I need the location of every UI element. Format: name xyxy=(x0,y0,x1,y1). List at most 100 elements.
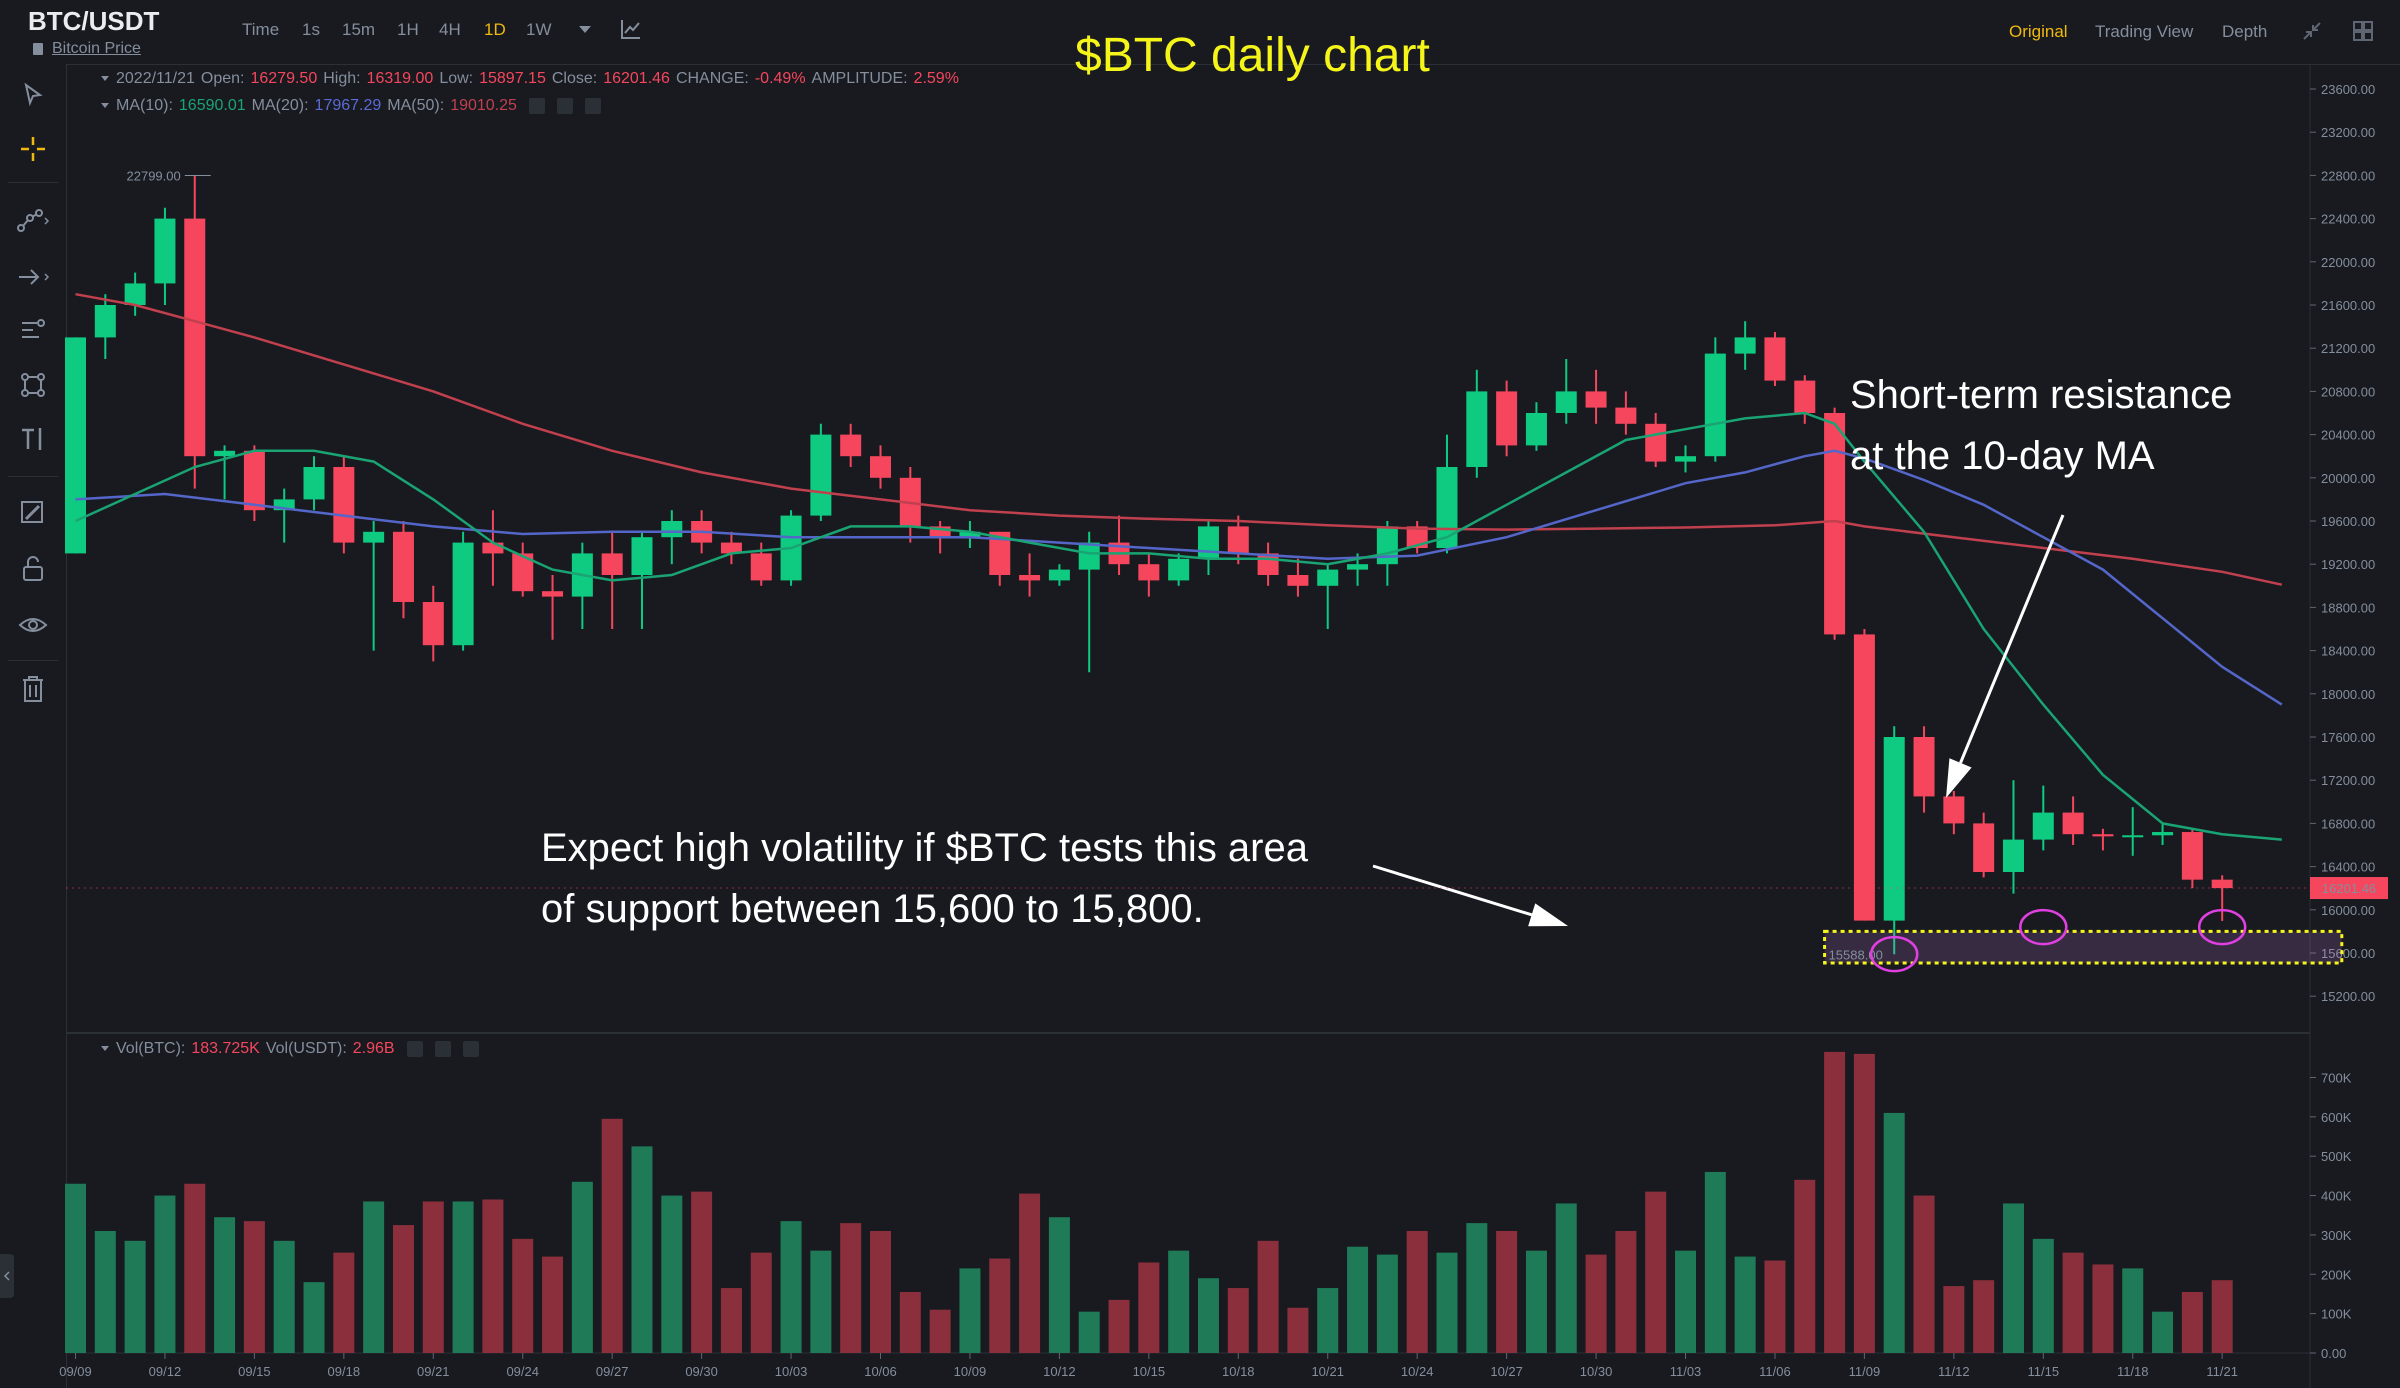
settings-icon[interactable] xyxy=(556,98,573,114)
vol-btc-value: 183.725K xyxy=(191,1040,260,1057)
support-arrow xyxy=(1372,864,1568,927)
layout-grid-icon[interactable] xyxy=(2352,20,2374,42)
price-tick-label: 18400.00 xyxy=(2321,644,2375,659)
indicator-chart-icon[interactable] xyxy=(620,18,642,40)
volume-bar xyxy=(1585,1254,1607,1353)
time-tick-label: 09/09 xyxy=(59,1364,92,1379)
tab-trading-view[interactable]: Trading View xyxy=(2095,22,2194,41)
candle xyxy=(840,423,862,467)
text-tool[interactable] xyxy=(14,420,52,458)
candle-body xyxy=(840,434,862,457)
price-tick-label: 20400.00 xyxy=(2321,428,2375,443)
pattern-tool[interactable] xyxy=(14,366,52,404)
tab-1w[interactable]: 1W xyxy=(526,20,552,39)
visibility-toggle-icon[interactable] xyxy=(528,98,545,114)
ma10-label: MA(10): xyxy=(116,97,173,114)
volume-bar xyxy=(2002,1203,2024,1353)
tab-original[interactable]: Original xyxy=(2009,22,2068,41)
candle xyxy=(1078,531,1100,673)
lock-tool[interactable] xyxy=(14,550,52,588)
volume-bar xyxy=(2181,1291,2203,1353)
candle xyxy=(452,531,474,651)
trendline-tool[interactable] xyxy=(14,202,52,240)
delete-tool[interactable] xyxy=(14,670,52,708)
close-icon[interactable] xyxy=(462,1041,479,1057)
volume-bar xyxy=(1257,1240,1279,1353)
candle xyxy=(512,542,534,597)
volume-bar xyxy=(1048,1217,1070,1353)
arrow-shaft xyxy=(1372,864,1533,917)
symbol-title[interactable]: BTC/USDT xyxy=(28,6,160,36)
volume-bar xyxy=(691,1191,713,1353)
time-tick-label: 09/15 xyxy=(238,1364,271,1379)
volume-tick-label: 700K xyxy=(2321,1070,2352,1085)
candle-body xyxy=(1317,569,1339,586)
volume-bar xyxy=(363,1201,385,1353)
settings-icon[interactable] xyxy=(434,1041,451,1057)
volume-bar xyxy=(273,1240,295,1353)
candle-body xyxy=(2211,879,2233,889)
tab-time[interactable]: Time xyxy=(242,20,280,39)
toolbar-collapse-handle[interactable] xyxy=(0,1254,14,1298)
text-icon xyxy=(22,428,42,450)
tab-depth[interactable]: Depth xyxy=(2222,22,2268,41)
volume-bar xyxy=(1168,1250,1190,1353)
ma-legend: MA(10): 16590.01 MA(20): 17967.29 MA(50): 1… xyxy=(100,97,601,115)
dropdown-caret-icon[interactable] xyxy=(578,25,592,35)
bitcoin-price-link[interactable]: Bitcoin Price xyxy=(52,40,141,57)
volume-bar xyxy=(1973,1280,1995,1353)
low-label: Low: xyxy=(439,70,474,87)
candle-body xyxy=(1376,526,1398,565)
candle xyxy=(1883,726,1905,955)
candle-body xyxy=(1853,634,1875,921)
price-tick-label: 22000.00 xyxy=(2321,255,2375,270)
candle-body xyxy=(1019,575,1041,581)
volume-bar xyxy=(1824,1051,1846,1353)
price-tick-label: 16800.00 xyxy=(2321,816,2375,831)
candle xyxy=(1734,321,1756,370)
cursor-tool[interactable] xyxy=(14,76,52,114)
candle xyxy=(2211,875,2233,921)
fib-tool[interactable] xyxy=(14,312,52,350)
visibility-toggle-icon[interactable] xyxy=(406,1041,423,1057)
tab-1d[interactable]: 1D xyxy=(484,20,506,39)
price-tick-label: 15600.00 xyxy=(2321,946,2375,961)
tab-1h[interactable]: 1H xyxy=(397,20,419,39)
candle xyxy=(214,445,236,500)
volume-bar xyxy=(1764,1260,1786,1353)
volume-bar xyxy=(542,1256,564,1353)
volume-bar xyxy=(1019,1193,1041,1353)
arrow-tool[interactable] xyxy=(14,258,52,296)
candle xyxy=(333,456,355,554)
visibility-tool[interactable] xyxy=(14,606,52,644)
fibonacci-icon xyxy=(22,319,45,338)
tab-4h[interactable]: 4H xyxy=(439,20,461,39)
resistance-arrow xyxy=(1946,514,2065,798)
candle-body xyxy=(631,537,653,575)
candle xyxy=(1525,402,1547,451)
collapse-icon[interactable] xyxy=(2301,20,2323,42)
volume-bar xyxy=(989,1258,1011,1353)
high-marker-label: 22799.00 xyxy=(127,169,181,184)
tab-15m[interactable]: 15m xyxy=(342,20,376,39)
collapse-caret-icon[interactable] xyxy=(100,102,110,110)
volume-bar xyxy=(422,1201,444,1353)
candle-body xyxy=(333,467,355,543)
collapse-caret-icon[interactable] xyxy=(100,1045,110,1053)
price-tick-label: 15200.00 xyxy=(2321,989,2375,1004)
volume-bar xyxy=(2211,1280,2233,1353)
draw-edit-tool[interactable] xyxy=(14,494,52,532)
candle-body xyxy=(1585,391,1607,408)
close-icon[interactable] xyxy=(584,98,601,114)
price-tick-label: 20800.00 xyxy=(2321,384,2375,399)
volume-bar xyxy=(571,1181,593,1353)
candle xyxy=(2092,828,2114,851)
tab-1s[interactable]: 1s xyxy=(302,20,320,39)
candle xyxy=(661,510,683,565)
collapse-caret-icon[interactable] xyxy=(100,75,110,83)
crosshair-tool[interactable] xyxy=(14,130,52,168)
candle xyxy=(1824,407,1846,640)
time-tick-label: 09/12 xyxy=(149,1364,182,1379)
time-tick-label: 10/30 xyxy=(1580,1364,1613,1379)
